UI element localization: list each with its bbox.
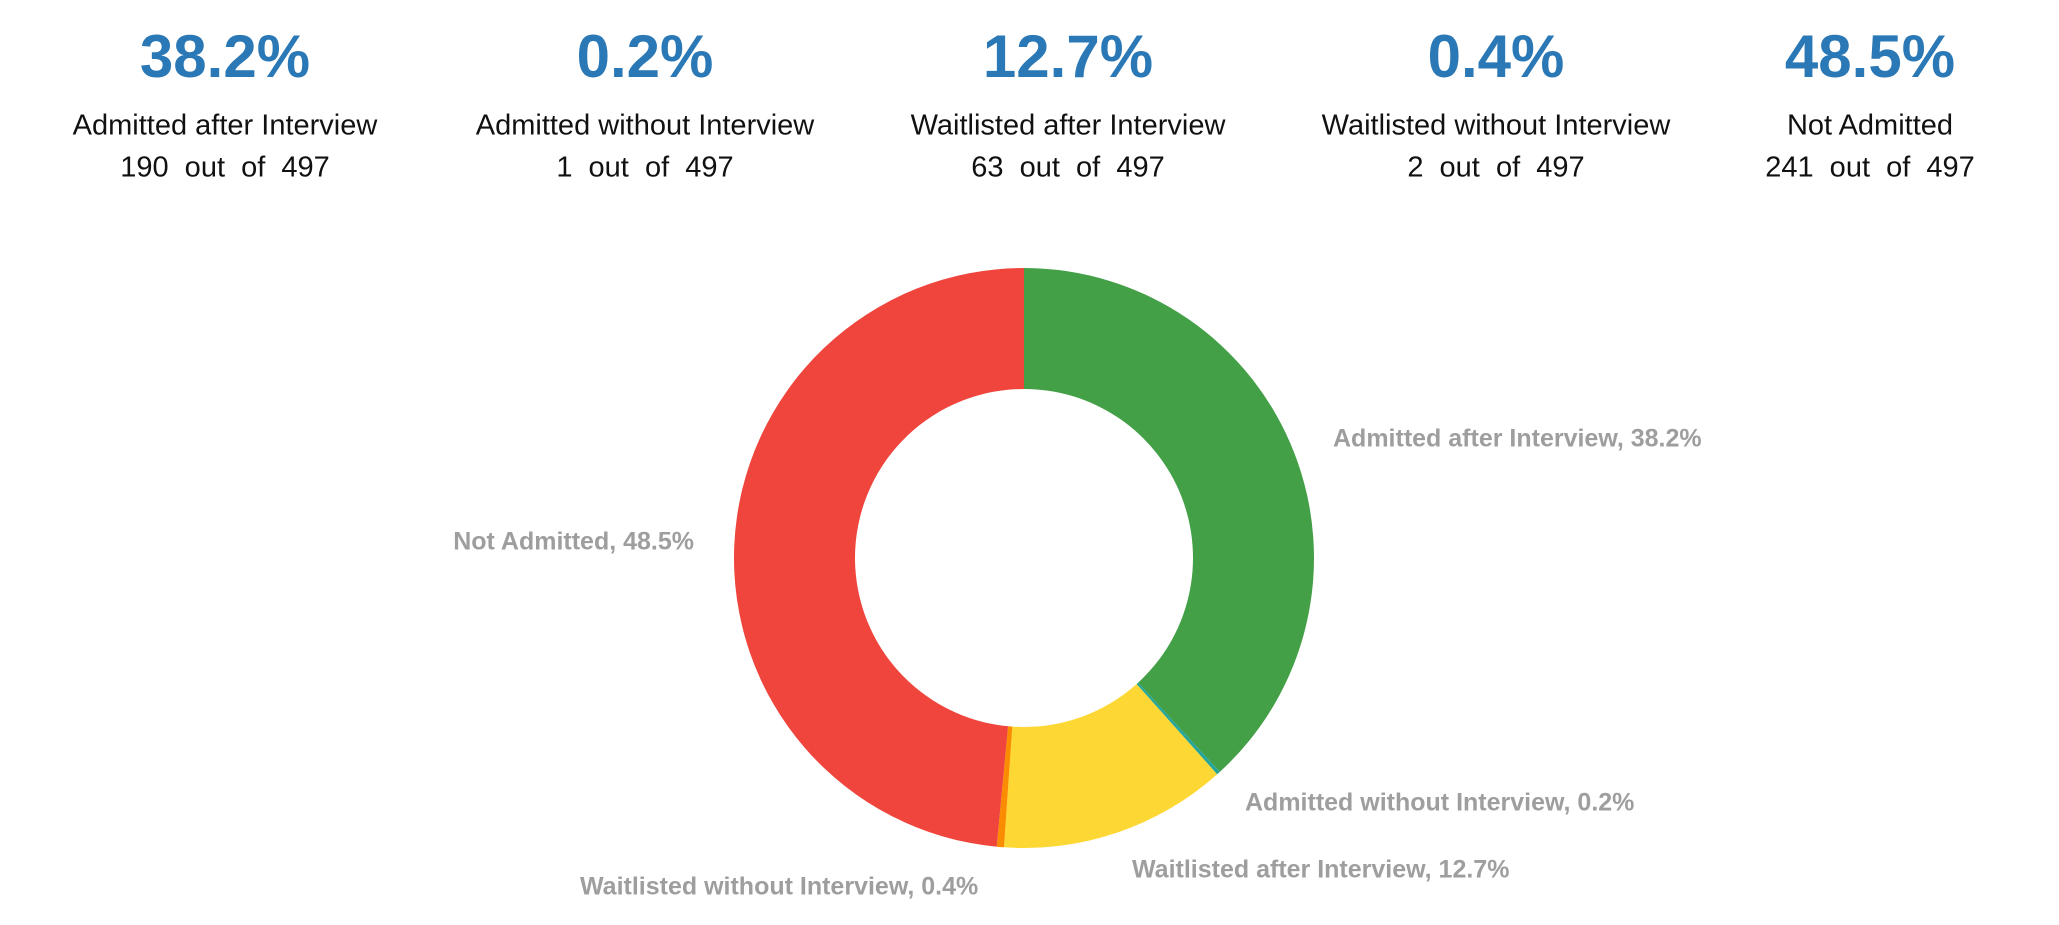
data-label: Not Admitted, 48.5% bbox=[453, 528, 694, 556]
stat-label: Waitlisted after Interview bbox=[911, 110, 1227, 142]
stat-label: Admitted without Interview bbox=[476, 110, 816, 142]
data-label: Waitlisted without Interview, 0.4% bbox=[580, 873, 978, 901]
data-label: Admitted without Interview, 0.2% bbox=[1245, 789, 1634, 817]
donut-slice bbox=[996, 726, 1013, 848]
stat-count: 2 out of 497 bbox=[1407, 152, 1584, 184]
stat-count: 1 out of 497 bbox=[556, 152, 733, 184]
stat-percent: 38.2% bbox=[140, 23, 310, 90]
donut-slice bbox=[734, 268, 1024, 847]
stat-count: 241 out of 497 bbox=[1765, 152, 1975, 184]
stat-label: Not Admitted bbox=[1787, 110, 1953, 142]
stat-percent: 0.4% bbox=[1428, 23, 1565, 90]
donut-slice bbox=[1136, 682, 1220, 775]
data-label: Admitted after Interview, 38.2% bbox=[1333, 425, 1702, 453]
stat-percent: 12.7% bbox=[983, 23, 1153, 90]
stat-label: Admitted after Interview bbox=[73, 110, 379, 142]
data-label: Waitlisted after Interview, 12.7% bbox=[1132, 856, 1509, 884]
stat-count: 190 out of 497 bbox=[120, 152, 330, 184]
stat-percent: 0.2% bbox=[577, 23, 714, 90]
donut-slice bbox=[1003, 684, 1218, 848]
stat-percent: 48.5% bbox=[1785, 23, 1955, 90]
donut-slice bbox=[1024, 268, 1314, 772]
stat-count: 63 out of 497 bbox=[971, 152, 1164, 184]
stat-label: Waitlisted without Interview bbox=[1322, 110, 1672, 142]
